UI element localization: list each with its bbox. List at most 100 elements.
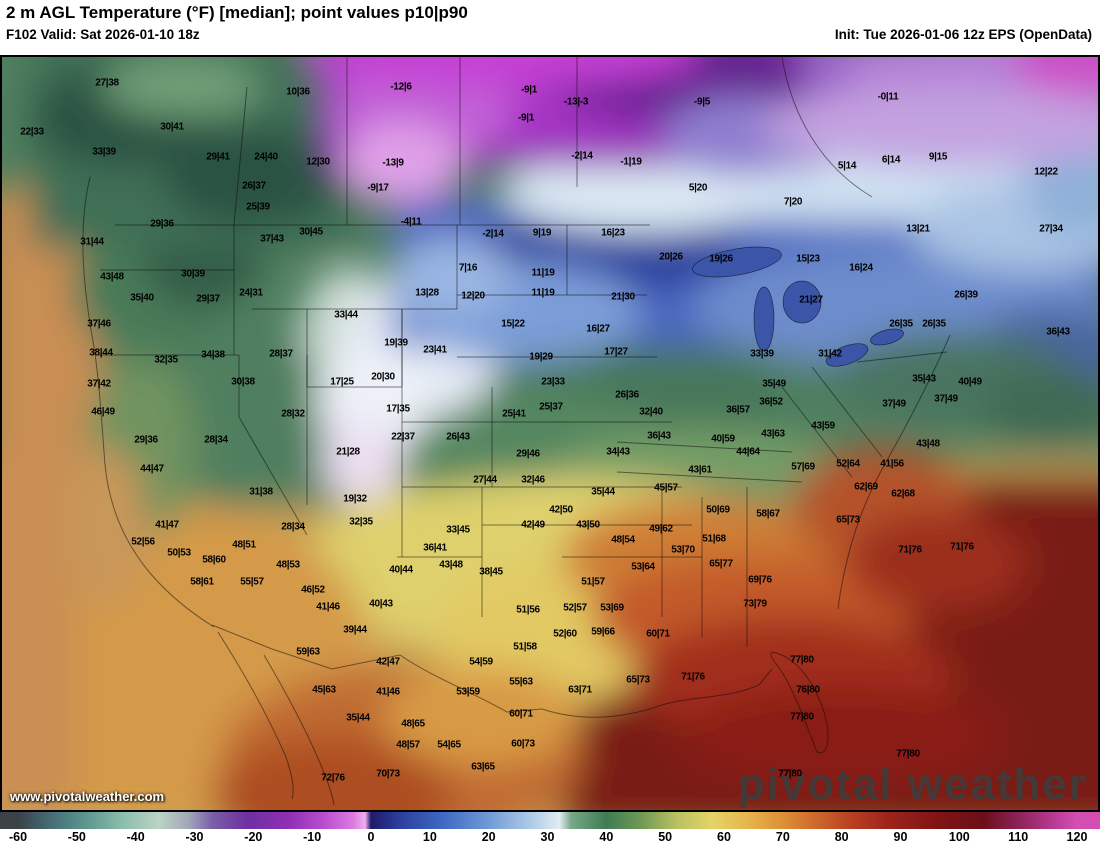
station-value: 16|24 bbox=[849, 262, 873, 274]
station-value: 53|70 bbox=[671, 544, 695, 556]
colorbar-tick-label: 100 bbox=[948, 830, 970, 844]
map-borders bbox=[82, 57, 951, 806]
colorbar-tick-label: -60 bbox=[8, 830, 28, 844]
station-value: 51|56 bbox=[516, 604, 540, 616]
station-value: 12|22 bbox=[1034, 166, 1058, 178]
station-value: 23|33 bbox=[541, 376, 565, 388]
colorbar-tick-label: -50 bbox=[67, 830, 86, 844]
station-value: 40|59 bbox=[711, 433, 735, 445]
station-value: 35|44 bbox=[591, 486, 615, 498]
station-value: -0|11 bbox=[877, 91, 899, 103]
station-value: 11|19 bbox=[531, 287, 555, 299]
station-value: 32|40 bbox=[639, 406, 663, 418]
station-value: 53|59 bbox=[456, 686, 480, 698]
station-value: 34|43 bbox=[606, 446, 630, 458]
colorbar-tick-label: 110 bbox=[1008, 830, 1029, 844]
colorbar-tick-label: 40 bbox=[599, 830, 614, 844]
station-value: 46|52 bbox=[301, 584, 325, 596]
station-value: 73|79 bbox=[743, 598, 767, 610]
station-value: -2|14 bbox=[571, 150, 593, 162]
station-value: 52|64 bbox=[836, 458, 860, 470]
station-value: 13|28 bbox=[415, 287, 439, 299]
station-value: 26|39 bbox=[954, 289, 978, 301]
station-value: 30|41 bbox=[160, 121, 184, 133]
station-value: 42|50 bbox=[549, 504, 573, 516]
station-value: 20|26 bbox=[659, 251, 683, 263]
station-value: 44|64 bbox=[736, 446, 760, 458]
station-value: 41|46 bbox=[376, 686, 400, 698]
station-value: 43|48 bbox=[100, 271, 124, 283]
station-value: 44|47 bbox=[140, 463, 164, 475]
station-value: 42|49 bbox=[521, 519, 545, 531]
colorbar-tick-label: 20 bbox=[481, 830, 496, 844]
station-value: 37|49 bbox=[882, 398, 906, 410]
station-value: 35|43 bbox=[912, 373, 936, 385]
station-value: -9|5 bbox=[693, 96, 711, 108]
station-value: -2|14 bbox=[482, 228, 504, 240]
station-value: 32|35 bbox=[349, 516, 373, 528]
station-value: 16|27 bbox=[586, 323, 610, 335]
station-value: 51|57 bbox=[581, 576, 605, 588]
colorbar-tick-label: -30 bbox=[185, 830, 204, 844]
station-value: 17|35 bbox=[386, 403, 410, 415]
station-value: 36|41 bbox=[423, 542, 447, 554]
station-value: 63|65 bbox=[471, 761, 495, 773]
init-time-label: Init: Tue 2026-01-06 12z EPS (OpenData) bbox=[834, 27, 1092, 42]
station-value: 46|49 bbox=[91, 406, 115, 418]
station-value: 53|64 bbox=[631, 561, 655, 573]
station-value: 33|45 bbox=[446, 524, 470, 536]
map-header: 2 m AGL Temperature (°F) [median]; point… bbox=[0, 0, 1100, 55]
colorbar-tick-label: -20 bbox=[244, 830, 263, 844]
station-value: 7|20 bbox=[783, 196, 803, 208]
station-value: 26|35 bbox=[922, 318, 946, 330]
station-value: 72|76 bbox=[321, 772, 345, 784]
colorbar-footer: -60 -50 -40 -30 -20 -10 0 10 20 30 40 50 60 70 80 90 100… bbox=[0, 812, 1100, 850]
station-value: 34|38 bbox=[201, 349, 225, 361]
temperature-field-canvas bbox=[2, 57, 1098, 810]
station-value: 17|25 bbox=[330, 376, 354, 388]
station-value: 28|34 bbox=[281, 521, 305, 533]
station-value: 52|57 bbox=[563, 602, 587, 614]
station-value: 58|61 bbox=[190, 576, 214, 588]
station-value: 52|56 bbox=[131, 536, 155, 548]
page-title: 2 m AGL Temperature (°F) [median]; point… bbox=[6, 3, 468, 22]
station-value: 32|35 bbox=[154, 354, 178, 366]
colorbar-tick-label: 30 bbox=[540, 830, 555, 844]
station-value: 65|73 bbox=[836, 514, 860, 526]
station-value: 57|69 bbox=[791, 461, 815, 473]
station-value: 29|37 bbox=[196, 293, 220, 305]
station-value: 28|34 bbox=[204, 434, 228, 446]
station-value: 40|43 bbox=[369, 598, 393, 610]
station-value: 12|20 bbox=[461, 290, 485, 302]
station-value: -4|11 bbox=[400, 216, 422, 228]
station-value: 37|46 bbox=[87, 318, 111, 330]
colorbar-tick-label: 80 bbox=[834, 830, 849, 844]
station-value: 22|33 bbox=[20, 126, 44, 138]
station-value: 60|71 bbox=[509, 708, 533, 720]
station-value: 70|73 bbox=[376, 768, 400, 780]
station-value: 36|43 bbox=[647, 430, 671, 442]
station-value: 62|68 bbox=[891, 488, 915, 500]
station-value: 17|27 bbox=[604, 346, 628, 358]
station-value: 29|36 bbox=[150, 218, 174, 230]
station-value: 30|45 bbox=[299, 226, 323, 238]
station-value: 52|60 bbox=[553, 628, 577, 640]
station-value: -13|9 bbox=[382, 157, 404, 169]
station-value: 71|76 bbox=[950, 541, 974, 553]
colorbar bbox=[0, 812, 1100, 829]
station-value: 25|41 bbox=[502, 408, 526, 420]
station-value: 54|59 bbox=[469, 656, 493, 668]
station-value: 55|63 bbox=[509, 676, 533, 688]
great-lakes bbox=[692, 246, 904, 367]
station-value: 22|37 bbox=[391, 431, 415, 443]
station-value: 25|39 bbox=[246, 201, 270, 213]
station-value: 9|15 bbox=[928, 151, 948, 163]
station-value: 28|37 bbox=[269, 348, 293, 360]
station-value: 9|19 bbox=[532, 227, 552, 239]
station-value: 31|42 bbox=[818, 348, 842, 360]
station-value: 42|47 bbox=[376, 656, 400, 668]
pivotal-weather-watermark: pivotal weather bbox=[737, 760, 1088, 809]
station-value: 58|60 bbox=[202, 554, 226, 566]
station-value: 43|48 bbox=[439, 559, 463, 571]
station-value: 15|23 bbox=[796, 253, 820, 265]
